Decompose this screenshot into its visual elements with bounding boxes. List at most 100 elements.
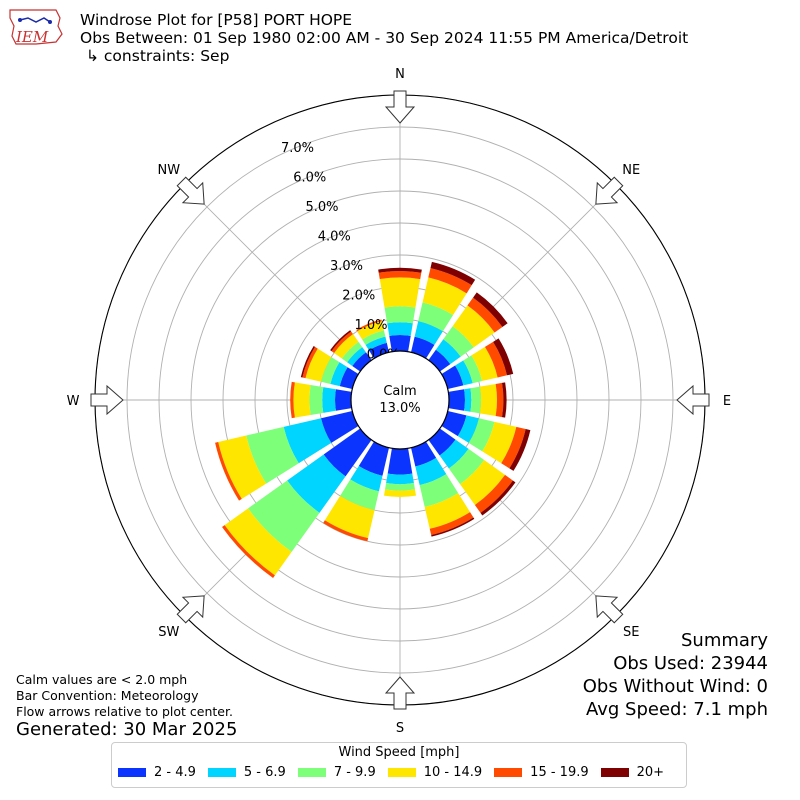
compass-label-NE: NE — [622, 163, 640, 178]
windrose-bar-SSE-5 — [431, 517, 475, 537]
windrose-bar-SSW-4 — [323, 520, 369, 542]
windrose-bar-SSW-2 — [340, 479, 379, 511]
windrose-bar-NNE-1 — [414, 321, 443, 345]
windrose-bar-NW-1 — [347, 347, 366, 366]
windrose-bar-W-3 — [293, 382, 311, 418]
windrose-bar-N-5 — [378, 267, 422, 273]
windrose-bar-E-3 — [479, 383, 497, 417]
windrose-bar-WSW-2 — [246, 426, 299, 484]
windrose-bar-SSE-3 — [424, 493, 471, 529]
windrose-bar-N-2 — [384, 306, 416, 324]
windrose-bar-SSW-0 — [358, 441, 389, 476]
legend-title: Wind Speed [mph] — [338, 745, 460, 760]
windrose-bar-NE-5 — [473, 292, 508, 327]
windrose-bar-W-1 — [322, 387, 336, 413]
windrose-bar-SE-1 — [439, 439, 469, 469]
radial-tick-label: 7.0% — [281, 141, 314, 156]
windrose-bar-SSE-4 — [429, 512, 474, 536]
windrose-bar-NE-1 — [435, 339, 461, 365]
windrose-bar-NNE-4 — [428, 268, 472, 294]
windrose-bar-W-2 — [309, 385, 324, 415]
calm-label: Calm — [383, 384, 416, 399]
windrose-bar-ESE-0 — [441, 411, 467, 437]
windrose-bar-SSE-2 — [419, 474, 459, 507]
calm-value: 13.0% — [379, 401, 420, 416]
compass-label-W: W — [67, 394, 80, 409]
legend-item: 2 - 4.9 — [118, 765, 196, 780]
windrose-bar-N-3 — [379, 277, 421, 308]
legend-label: 10 - 14.9 — [423, 765, 483, 780]
radial-tick-label: 3.0% — [330, 259, 363, 274]
grid-spoke — [184, 184, 366, 366]
windrose-bar-N-1 — [387, 322, 413, 336]
windrose-bar-ENE-5 — [493, 338, 514, 376]
windrose-bar-W-4 — [290, 381, 295, 419]
windrose-bar-NE-3 — [452, 305, 495, 348]
windrose-bar-NNW-4 — [356, 319, 382, 332]
windrose-bar-ESE-5 — [509, 429, 531, 471]
windrose-bar-NW-5 — [330, 330, 352, 352]
windrose-bar-NNW-0 — [368, 342, 389, 359]
legend-swatch — [207, 768, 236, 777]
direction-arrows — [90, 90, 710, 710]
windrose-bar-NW-0 — [352, 352, 372, 372]
speed-legend: Wind Speed [mph] 2 - 4.9 5 - 6.9 7 - 9.9 10… — [111, 742, 687, 788]
legend-item: 10 - 14.9 — [387, 765, 483, 780]
compass-label-SW: SW — [158, 625, 179, 640]
windrose-bar-WNW-2 — [321, 357, 340, 384]
windrose-bar-ENE-1 — [455, 360, 473, 386]
constraints-label: ↳ constraints: Sep — [86, 47, 230, 65]
windrose-bar-SW-3 — [224, 508, 292, 576]
windrose-bar-NNW-2 — [362, 330, 386, 345]
windrose-bar-NNE-2 — [418, 302, 454, 332]
legend-swatch — [494, 768, 523, 777]
windrose-bar-N-4 — [378, 271, 422, 280]
legend-label: 7 - 9.9 — [333, 765, 376, 780]
legend-swatch — [118, 768, 146, 777]
windrose-bar-NNW-1 — [365, 336, 387, 351]
windrose-bar-SW-2 — [248, 480, 320, 552]
windrose-bar-E-5 — [501, 382, 507, 418]
windrose-bar-E-4 — [495, 382, 504, 418]
windrose-bar-E-1 — [464, 388, 472, 412]
legend-item: 20+ — [600, 765, 665, 780]
legend-swatch — [297, 768, 326, 777]
windrose-bar-WSW-4 — [215, 441, 242, 501]
observation-period: Obs Between: 01 Sep 1980 02:00 AM - 30 S… — [80, 29, 689, 47]
windrose-bar-E-2 — [470, 386, 481, 414]
windrose-bar-SSE-0 — [411, 441, 437, 467]
compass-label-SE: SE — [623, 625, 639, 640]
windrose-bar-ESE-1 — [457, 415, 479, 443]
windrose-bar-N-0 — [389, 335, 411, 352]
windrose-bar-NE-2 — [443, 326, 474, 357]
legend-item: 15 - 19.9 — [494, 765, 589, 780]
radial-tick-label: 1.0% — [354, 318, 387, 333]
flow-arrows-note: Flow arrows relative to plot center. — [16, 704, 233, 719]
flow-arrow-NW — [176, 176, 205, 205]
summary-avg-speed: Avg Speed: 7.1 mph — [586, 699, 768, 720]
legend-label: 2 - 4.9 — [154, 765, 196, 780]
windrose-bar-S-2 — [385, 483, 415, 491]
legend-label: 20+ — [636, 765, 665, 780]
windrose-bar-SW-0 — [323, 428, 372, 477]
calm-note: Calm values are < 2.0 mph — [16, 672, 188, 687]
flow-arrow-W — [90, 384, 124, 416]
windrose-bar-SSE-1 — [415, 457, 447, 486]
flow-arrow-N — [384, 90, 416, 124]
flow-arrow-E — [676, 384, 710, 416]
windrose-bar-NNE-5 — [430, 261, 476, 286]
windrose-bars — [215, 261, 531, 578]
legend-label: 15 - 19.9 — [530, 765, 589, 780]
windrose-bar-WNW-4 — [302, 346, 318, 379]
flow-arrow-S — [384, 676, 416, 710]
windrose-bar-SE-0 — [428, 428, 456, 456]
windrose-bar-SSW-3 — [324, 495, 375, 539]
windrose-bar-ENE-3 — [471, 346, 498, 382]
legend-swatch — [600, 768, 629, 777]
windrose-bar-SE-5 — [480, 480, 516, 516]
windrose-bar-ENE-4 — [484, 341, 507, 378]
compass-label-N: N — [395, 67, 405, 82]
iem-logo: IEM — [6, 6, 64, 50]
windrose-bar-SE-3 — [460, 460, 506, 506]
